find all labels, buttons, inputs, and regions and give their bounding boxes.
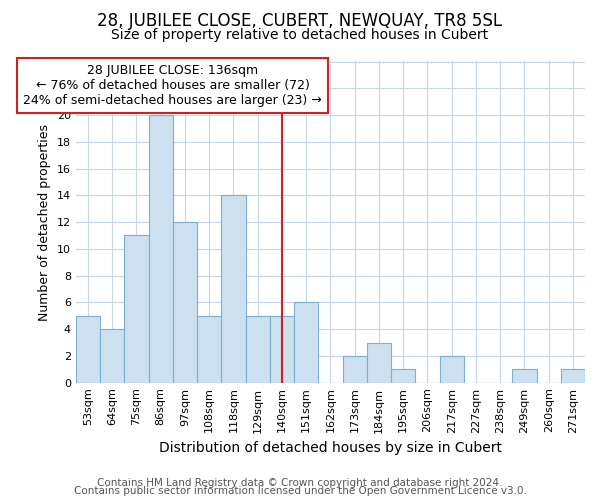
Bar <box>197 316 221 382</box>
Text: Size of property relative to detached houses in Cubert: Size of property relative to detached ho… <box>112 28 488 42</box>
Bar <box>221 196 245 382</box>
Bar <box>270 316 294 382</box>
Bar <box>391 370 415 382</box>
Bar <box>367 342 391 382</box>
Bar <box>76 316 100 382</box>
Text: Contains HM Land Registry data © Crown copyright and database right 2024.: Contains HM Land Registry data © Crown c… <box>97 478 503 488</box>
Bar <box>100 329 124 382</box>
Text: Contains public sector information licensed under the Open Government Licence v3: Contains public sector information licen… <box>74 486 526 496</box>
Y-axis label: Number of detached properties: Number of detached properties <box>38 124 51 320</box>
Bar <box>343 356 367 382</box>
X-axis label: Distribution of detached houses by size in Cubert: Distribution of detached houses by size … <box>159 441 502 455</box>
Bar <box>149 115 173 382</box>
Bar <box>294 302 318 382</box>
Bar <box>173 222 197 382</box>
Text: 28 JUBILEE CLOSE: 136sqm
← 76% of detached houses are smaller (72)
24% of semi-d: 28 JUBILEE CLOSE: 136sqm ← 76% of detach… <box>23 64 322 107</box>
Text: 28, JUBILEE CLOSE, CUBERT, NEWQUAY, TR8 5SL: 28, JUBILEE CLOSE, CUBERT, NEWQUAY, TR8 … <box>97 12 503 30</box>
Bar <box>512 370 536 382</box>
Bar <box>245 316 270 382</box>
Bar <box>440 356 464 382</box>
Bar <box>561 370 585 382</box>
Bar <box>124 236 149 382</box>
